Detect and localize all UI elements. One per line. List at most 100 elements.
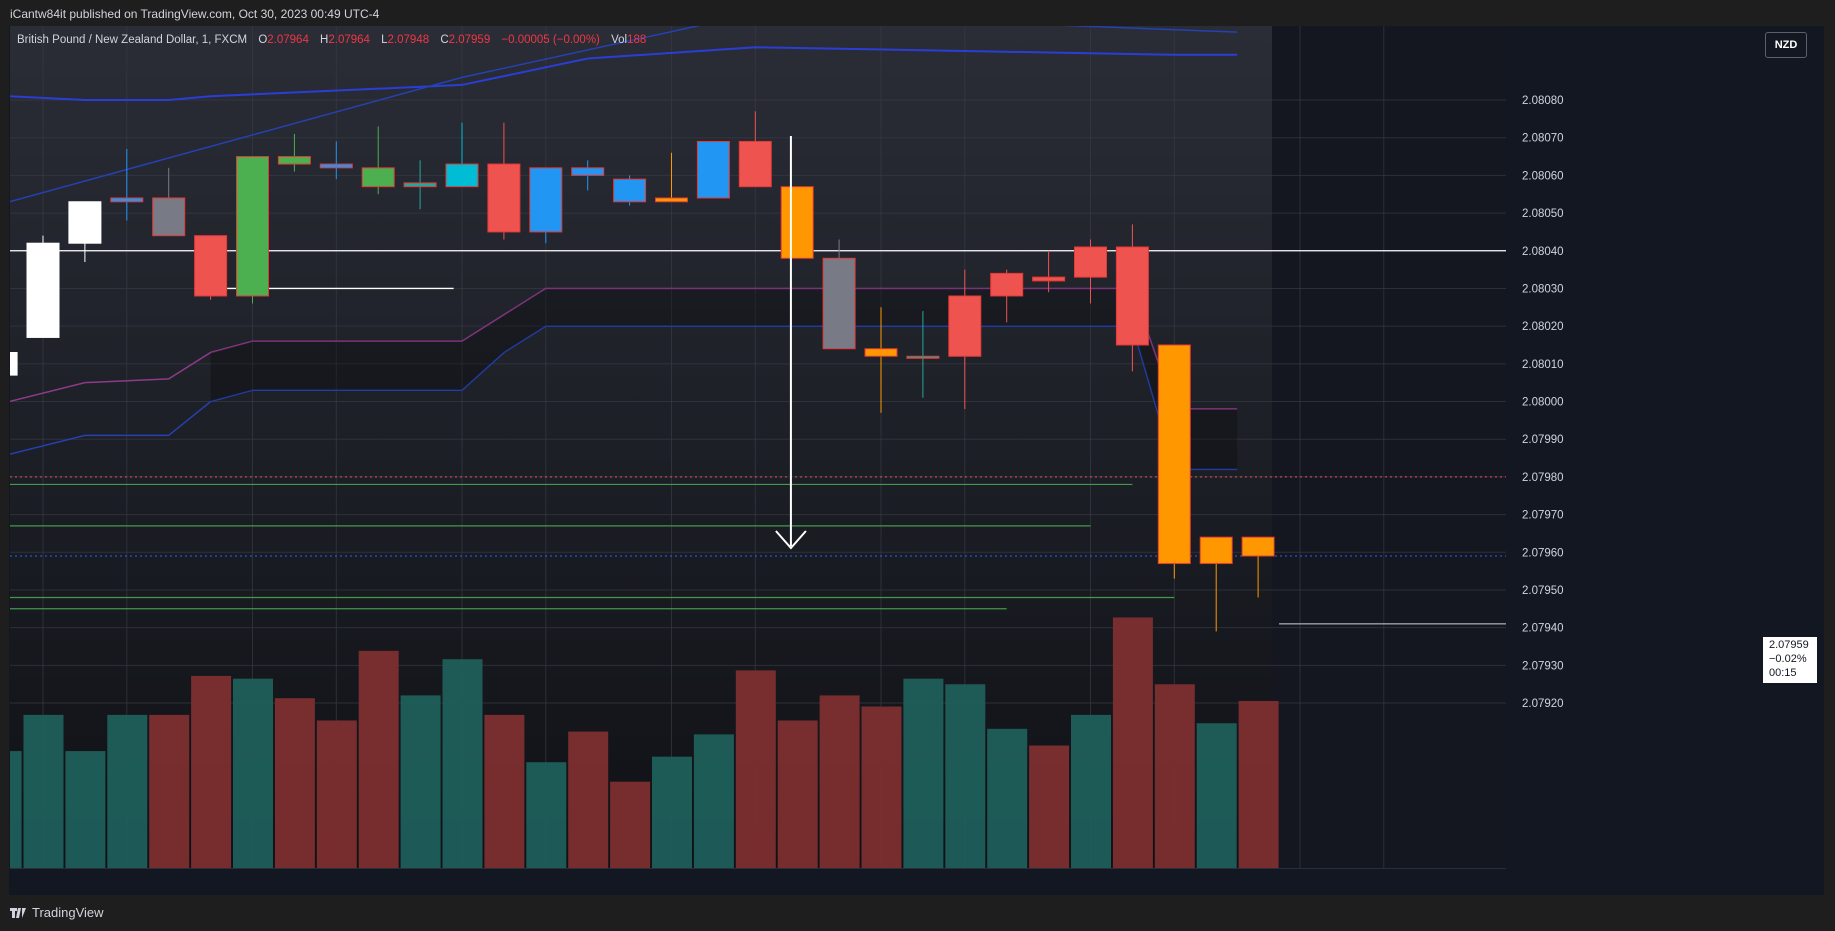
candle-body xyxy=(655,197,688,203)
low-label: L xyxy=(381,34,388,46)
price-tick-label: 2.07930 xyxy=(1522,660,1564,672)
volume-bar xyxy=(274,698,315,868)
volume-bar xyxy=(693,734,734,868)
candle-body xyxy=(110,197,144,203)
last-price-tag: 2.07959 −0.02% 00:15 xyxy=(1763,637,1817,683)
low-value: 2.07948 xyxy=(387,34,430,46)
candle-body xyxy=(68,201,102,244)
volume-bar xyxy=(610,781,651,868)
candlestick-chart[interactable]: 2.08080 2.08070 2.08060 2.08050 2.08040 2.080… xyxy=(10,26,1762,869)
publish-header: iCantw84it published on TradingView.com,… xyxy=(10,7,380,21)
trend-line xyxy=(10,26,1238,203)
candle-body xyxy=(696,140,730,199)
volume-bar xyxy=(233,678,273,868)
candle-body xyxy=(1074,246,1107,278)
candle-body xyxy=(26,242,60,338)
volume-bar xyxy=(1196,723,1237,868)
candle-body xyxy=(1032,276,1066,282)
candle-body xyxy=(822,257,856,350)
volume-value: 188 xyxy=(627,34,647,46)
price-tick-label: 2.07960 xyxy=(1522,547,1564,559)
price-tick-label: 2.08010 xyxy=(1522,359,1564,371)
candle-body xyxy=(319,163,353,169)
change-value: −0.00005 (−0.00%) xyxy=(501,34,600,46)
band-upper-line xyxy=(10,46,1238,101)
open-value: 2.07964 xyxy=(267,34,309,46)
volume-bar xyxy=(903,678,944,868)
symbol-legend: British Pound / New Zealand Dollar, 1, F… xyxy=(17,34,646,46)
candle-body xyxy=(403,182,437,188)
price-tick-label: 2.08040 xyxy=(1522,246,1564,258)
volume-label: Vol xyxy=(611,34,628,46)
price-tick-label: 2.07980 xyxy=(1522,472,1564,484)
chart-plot-area[interactable]: 2.08080 2.08070 2.08060 2.08050 2.08040 2.080… xyxy=(10,26,1762,869)
bar-countdown: 00:15 xyxy=(1769,667,1797,679)
candle-body xyxy=(1241,536,1275,557)
volume-bar xyxy=(1071,714,1111,868)
annotation-arrow-head xyxy=(775,530,807,550)
candle-body xyxy=(1157,344,1191,565)
price-scale-background xyxy=(1506,26,1762,869)
price-tick-label: 2.08020 xyxy=(1522,321,1564,333)
price-tick-label: 2.08070 xyxy=(1522,133,1564,145)
price-tick-label: 2.07950 xyxy=(1522,585,1564,597)
volume-bar xyxy=(1112,617,1153,868)
volume-bar xyxy=(819,695,860,868)
volume-bar xyxy=(1154,684,1195,868)
candle-body xyxy=(948,295,982,357)
volume-bar xyxy=(442,659,483,868)
volume-bar xyxy=(316,720,357,868)
volume-bar xyxy=(526,762,567,868)
volume-bar xyxy=(652,756,692,868)
candle-body xyxy=(738,140,772,188)
volume-bar xyxy=(1238,700,1279,868)
symbol-name[interactable]: British Pound / New Zealand Dollar, 1, F… xyxy=(17,34,248,46)
volume-bar xyxy=(568,731,609,868)
candle-body xyxy=(780,186,814,259)
price-tick-label: 2.08000 xyxy=(1522,397,1564,409)
volume-bar xyxy=(23,714,64,868)
volume-bar xyxy=(777,720,818,868)
volume-bar xyxy=(484,714,525,868)
candle-body xyxy=(906,355,940,359)
candle-body xyxy=(864,348,898,357)
price-tick-label: 2.07940 xyxy=(1522,623,1564,635)
tradingview-logo-icon[interactable] xyxy=(10,907,26,918)
high-value: 2.07964 xyxy=(328,34,370,46)
volume-bar xyxy=(10,751,22,868)
price-tick-label: 2.08030 xyxy=(1522,283,1564,295)
candle-body xyxy=(194,235,228,297)
high-label: H xyxy=(320,34,329,46)
candle-body xyxy=(571,167,605,176)
candle-body xyxy=(445,163,479,188)
candle-body xyxy=(1199,536,1233,565)
volume-bar xyxy=(400,695,441,868)
price-tick-label: 2.07970 xyxy=(1522,510,1564,522)
candle-body xyxy=(236,156,269,297)
footer-brand[interactable]: TradingView xyxy=(32,905,104,920)
time-axis-border xyxy=(10,868,1506,869)
price-tick-label: 2.08050 xyxy=(1522,208,1564,220)
volume-bar xyxy=(191,675,232,868)
footer: TradingView xyxy=(10,905,104,920)
candle-body xyxy=(277,156,311,165)
price-tick-label: 2.08080 xyxy=(1522,95,1564,107)
price-tick-label: 2.07920 xyxy=(1522,698,1564,710)
volume-bar xyxy=(861,706,902,868)
open-label: O xyxy=(258,34,268,46)
volume-bar xyxy=(945,684,986,868)
volume-bar xyxy=(1029,745,1070,868)
price-tick-label: 2.07990 xyxy=(1522,434,1564,446)
price-tick-label: 2.08060 xyxy=(1522,170,1564,182)
band-lower-line xyxy=(10,325,1238,471)
currency-badge[interactable]: NZD xyxy=(1765,32,1807,58)
candle-body xyxy=(529,167,563,233)
volume-bar xyxy=(65,751,106,868)
candle-body xyxy=(990,272,1024,297)
candle-body xyxy=(10,352,18,376)
volume-bar xyxy=(987,728,1028,868)
volume-bar xyxy=(358,650,399,868)
candle-body xyxy=(361,167,395,188)
last-price-percent: −0.02% xyxy=(1769,653,1807,665)
last-price: 2.07959 xyxy=(1769,639,1809,651)
